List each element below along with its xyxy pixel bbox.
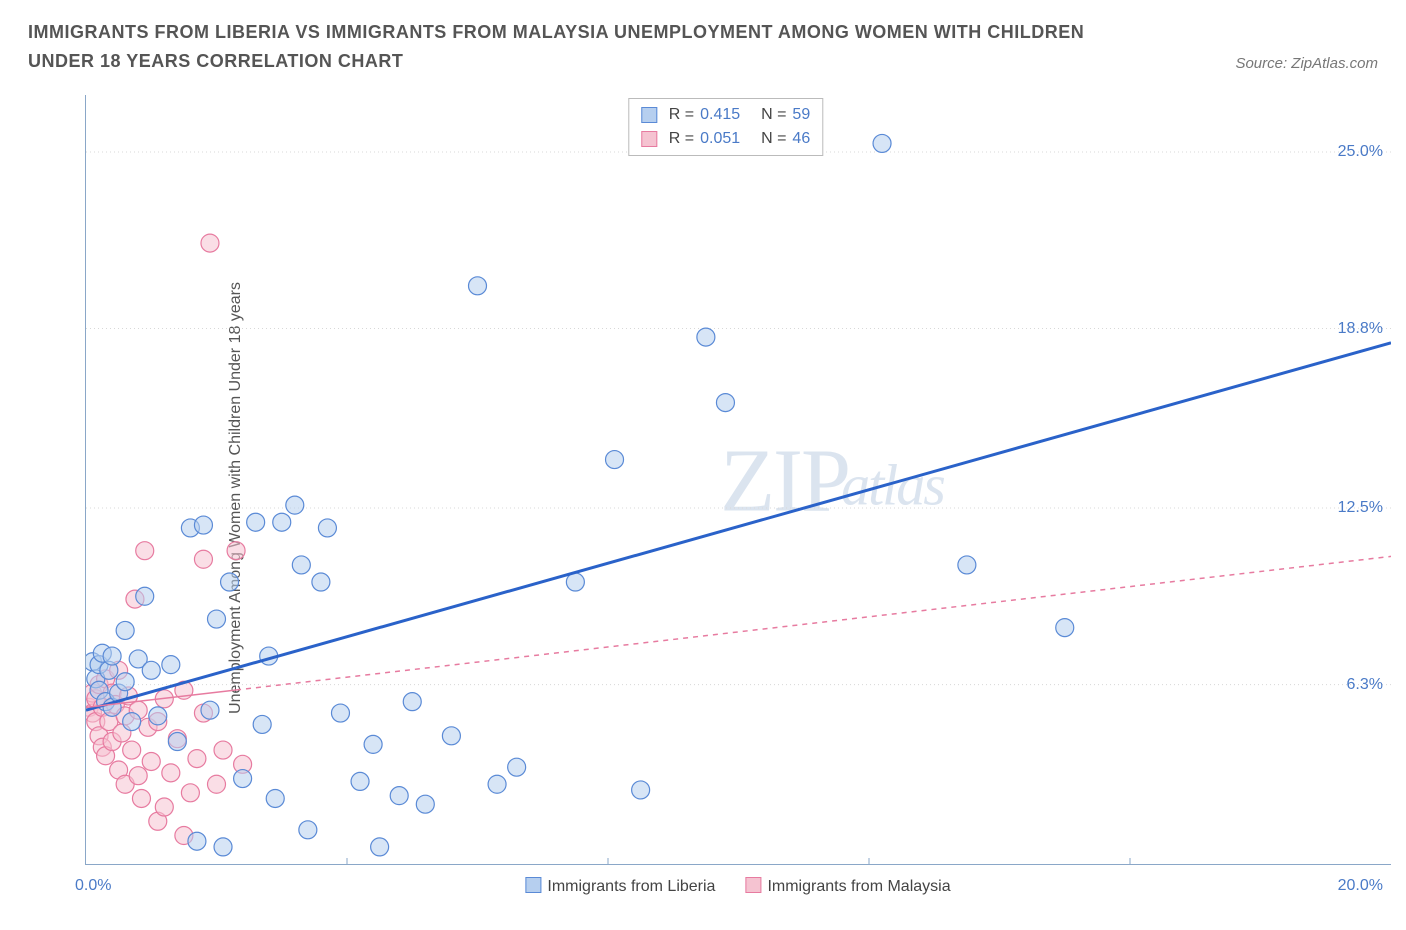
data-point bbox=[318, 519, 336, 537]
data-point bbox=[606, 451, 624, 469]
data-point bbox=[488, 775, 506, 793]
n-value: 46 bbox=[792, 127, 810, 151]
data-point bbox=[286, 496, 304, 514]
data-point bbox=[142, 752, 160, 770]
n-label: N = bbox=[761, 103, 786, 127]
data-point bbox=[299, 821, 317, 839]
data-point bbox=[221, 573, 239, 591]
data-point bbox=[168, 733, 186, 751]
x-axis-min: 0.0% bbox=[75, 877, 111, 895]
data-point bbox=[188, 750, 206, 768]
data-point bbox=[371, 838, 389, 856]
n-label: N = bbox=[761, 127, 786, 151]
data-point bbox=[214, 838, 232, 856]
data-point bbox=[273, 513, 291, 531]
series-legend: Immigrants from Liberia Immigrants from M… bbox=[525, 877, 950, 896]
data-point bbox=[142, 661, 160, 679]
data-point bbox=[116, 621, 134, 639]
scatter-plot bbox=[85, 95, 1391, 865]
r-label: R = bbox=[669, 127, 694, 151]
data-point bbox=[469, 277, 487, 295]
data-point bbox=[508, 758, 526, 776]
data-point bbox=[194, 516, 212, 534]
y-tick-label: 6.3% bbox=[1347, 676, 1383, 694]
data-point bbox=[292, 556, 310, 574]
data-point bbox=[201, 701, 219, 719]
data-point bbox=[227, 542, 245, 560]
y-tick-label: 18.8% bbox=[1338, 320, 1383, 338]
legend-swatch bbox=[641, 131, 657, 147]
data-point bbox=[123, 713, 141, 731]
data-point bbox=[155, 798, 173, 816]
data-point bbox=[181, 784, 199, 802]
correlation-legend: R = 0.415 N = 59R = 0.051 N = 46 bbox=[628, 98, 823, 156]
legend-swatch bbox=[525, 877, 541, 893]
data-point bbox=[162, 764, 180, 782]
data-point bbox=[234, 770, 252, 788]
chart-area: Unemployment Among Women with Children U… bbox=[60, 95, 1391, 900]
legend-swatch bbox=[745, 877, 761, 893]
x-axis-area: 0.0% Immigrants from LiberiaImmigrants f… bbox=[85, 870, 1391, 900]
data-point bbox=[351, 772, 369, 790]
chart-header: IMMIGRANTS FROM LIBERIA VS IMMIGRANTS FR… bbox=[0, 0, 1406, 86]
r-value: 0.051 bbox=[700, 127, 740, 151]
data-point bbox=[162, 656, 180, 674]
data-point bbox=[129, 767, 147, 785]
data-point bbox=[136, 542, 154, 560]
data-point bbox=[132, 789, 150, 807]
data-point bbox=[390, 787, 408, 805]
data-point bbox=[188, 832, 206, 850]
data-point bbox=[116, 673, 134, 691]
data-point bbox=[266, 789, 284, 807]
data-point bbox=[697, 328, 715, 346]
data-point bbox=[873, 134, 891, 152]
data-point bbox=[716, 394, 734, 412]
trend-line-ext bbox=[236, 556, 1391, 690]
data-point bbox=[331, 704, 349, 722]
data-point bbox=[214, 741, 232, 759]
trend-line-ext bbox=[236, 343, 1391, 668]
data-point bbox=[103, 647, 121, 665]
data-point bbox=[958, 556, 976, 574]
y-tick-label: 25.0% bbox=[1338, 143, 1383, 161]
data-point bbox=[442, 727, 460, 745]
data-point bbox=[1056, 619, 1074, 637]
data-point bbox=[136, 587, 154, 605]
source-attribution: Source: ZipAtlas.com bbox=[1235, 55, 1378, 72]
data-point bbox=[123, 741, 141, 759]
data-point bbox=[364, 735, 382, 753]
chart-title: IMMIGRANTS FROM LIBERIA VS IMMIGRANTS FR… bbox=[28, 18, 1128, 76]
legend-swatch bbox=[641, 107, 657, 123]
legend-row: R = 0.415 N = 59 bbox=[641, 103, 810, 127]
data-point bbox=[194, 550, 212, 568]
n-value: 59 bbox=[792, 103, 810, 127]
r-value: 0.415 bbox=[700, 103, 740, 127]
data-point bbox=[416, 795, 434, 813]
legend-row: R = 0.051 N = 46 bbox=[641, 127, 810, 151]
data-point bbox=[632, 781, 650, 799]
legend-item: Immigrants from Liberia bbox=[525, 877, 715, 896]
data-point bbox=[149, 707, 167, 725]
legend-item: Immigrants from Malaysia bbox=[745, 877, 950, 896]
data-point bbox=[403, 693, 421, 711]
data-point bbox=[247, 513, 265, 531]
data-point bbox=[253, 715, 271, 733]
data-point bbox=[312, 573, 330, 591]
data-point bbox=[208, 610, 226, 628]
data-point bbox=[201, 234, 219, 252]
y-tick-label: 12.5% bbox=[1338, 499, 1383, 517]
data-point bbox=[208, 775, 226, 793]
r-label: R = bbox=[669, 103, 694, 127]
x-axis-max: 20.0% bbox=[1338, 877, 1383, 895]
